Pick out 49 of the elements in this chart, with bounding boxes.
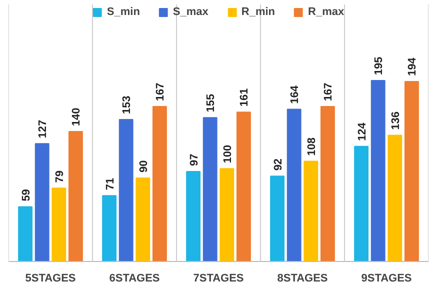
data-label: 127 [37, 120, 50, 138]
bar [236, 112, 251, 262]
data-label: 124 [356, 122, 368, 141]
data-label: 167 [322, 82, 335, 102]
data-label: 167 [154, 82, 167, 102]
bar [388, 134, 402, 262]
legend-label: R_min [241, 6, 276, 18]
legend-label: S_max [172, 6, 208, 18]
bar [102, 195, 117, 262]
data-label: 108 [306, 137, 318, 156]
bar [404, 80, 419, 262]
bar [354, 146, 369, 262]
data-label: 153 [121, 96, 134, 114]
bar [220, 168, 234, 262]
bar [18, 206, 33, 262]
bar [186, 170, 201, 262]
bar [202, 117, 218, 262]
data-label: 194 [406, 56, 419, 76]
data-label: 155 [205, 94, 218, 112]
data-label: 100 [222, 144, 234, 164]
data-label: 90 [138, 160, 150, 173]
data-label: 97 [188, 154, 200, 166]
bar [52, 188, 66, 262]
x-tick-label: 5STAGES [25, 272, 76, 284]
data-label: 136 [390, 111, 402, 130]
data-label: 59 [20, 189, 32, 202]
bar [34, 143, 50, 262]
data-label: 164 [289, 84, 302, 104]
x-tick-label: 7STAGES [193, 272, 244, 284]
bar [270, 176, 285, 262]
data-label: 140 [70, 108, 83, 126]
data-label: 92 [272, 158, 284, 171]
bar [152, 106, 167, 262]
bar [286, 108, 302, 262]
data-label: 71 [104, 178, 116, 190]
legend-label: S_min [106, 6, 140, 18]
bar [118, 118, 134, 262]
data-label: 79 [54, 170, 66, 183]
x-tick-label: 8STAGES [277, 272, 328, 284]
data-label: 161 [238, 88, 251, 107]
bar [320, 106, 335, 262]
bar [68, 131, 83, 262]
bar [304, 160, 318, 262]
bar [136, 177, 150, 262]
bar [370, 80, 386, 262]
data-label: 195 [373, 56, 386, 76]
x-tick-label: 6STAGES [109, 272, 160, 284]
legend-label: R_max [308, 6, 344, 18]
x-tick-label: 9STAGES [361, 272, 412, 284]
